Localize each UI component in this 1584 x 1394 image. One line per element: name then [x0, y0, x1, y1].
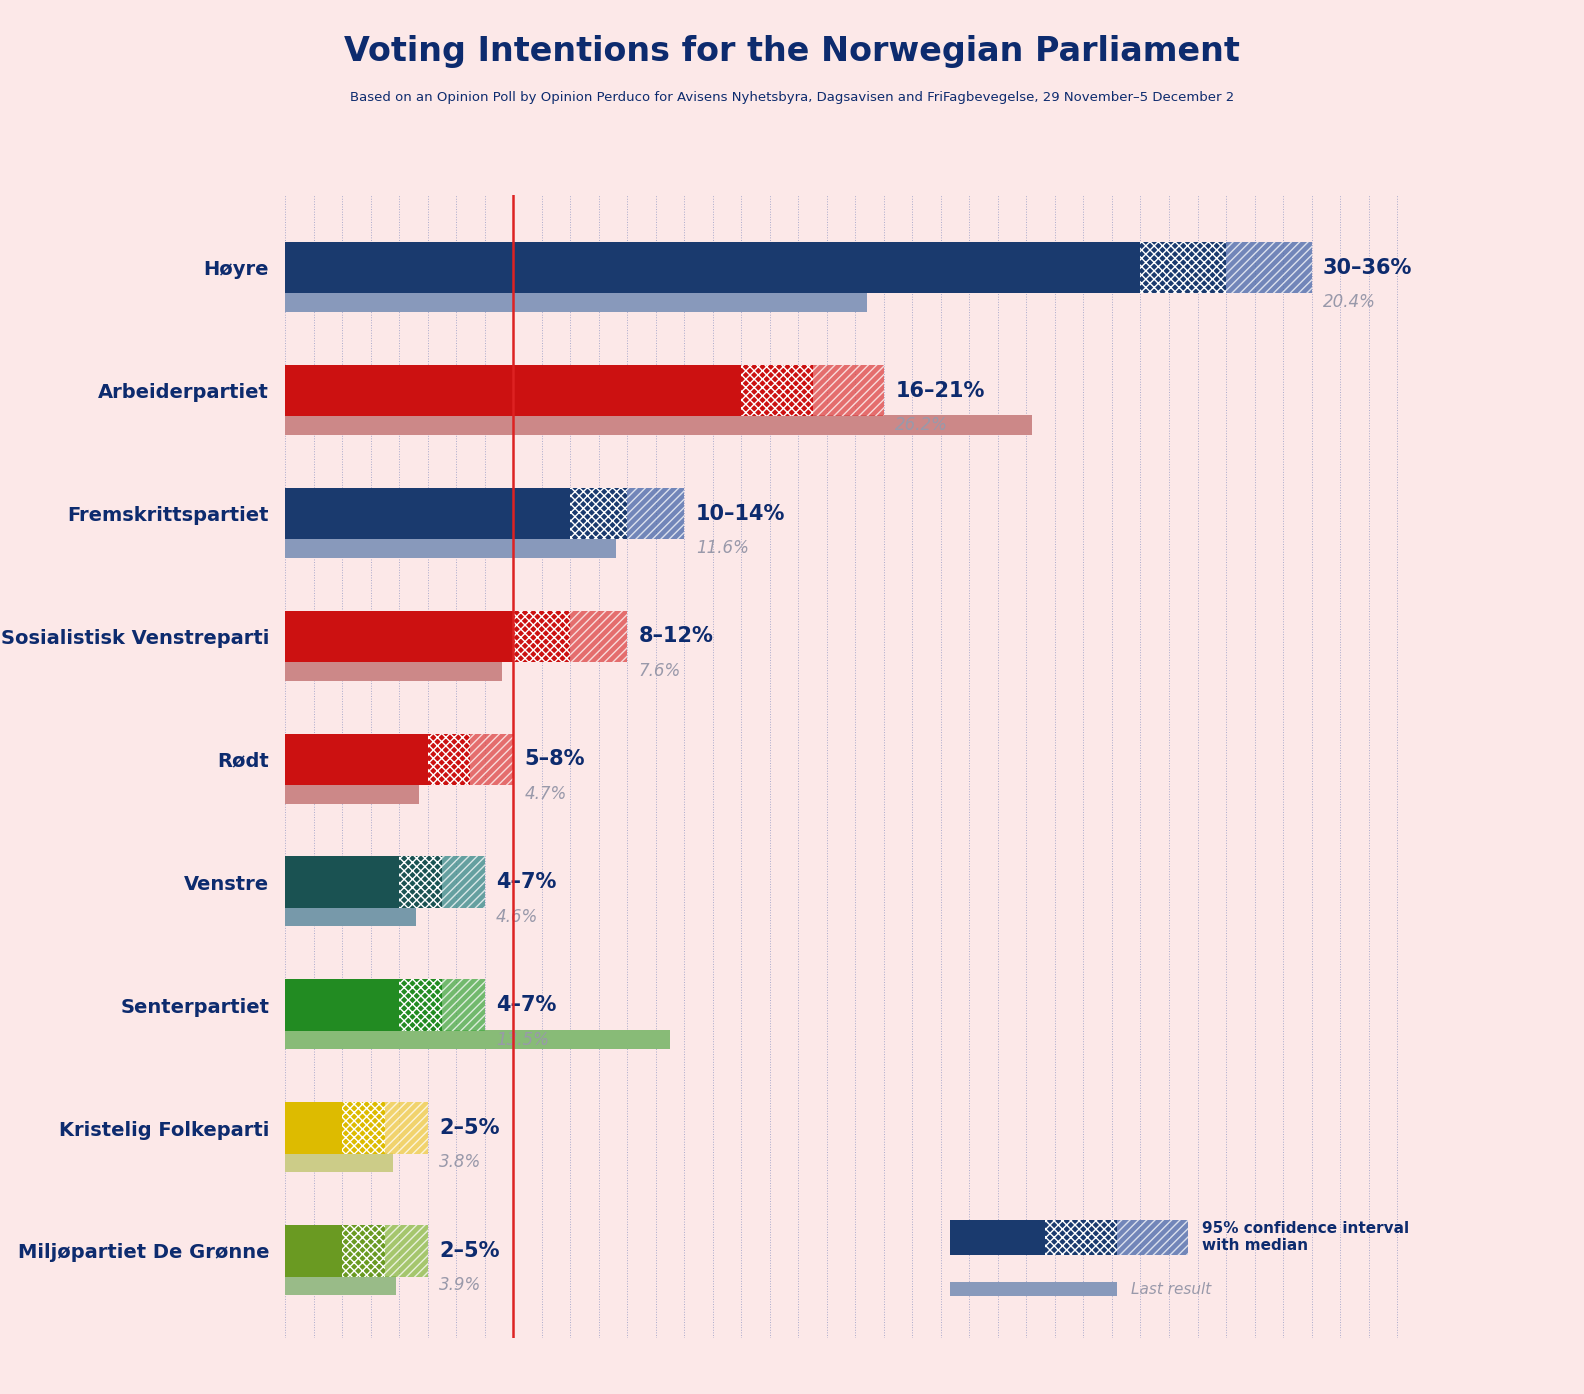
Bar [285, 538, 616, 558]
Text: 8–12%: 8–12% [638, 626, 713, 647]
Text: 20.4%: 20.4% [1323, 293, 1376, 311]
Text: 4.6%: 4.6% [496, 907, 539, 926]
Bar [285, 488, 570, 539]
Bar [1045, 1220, 1117, 1255]
Bar [285, 1030, 670, 1050]
Text: 13.5%: 13.5% [496, 1030, 550, 1048]
Text: 3.9%: 3.9% [439, 1277, 482, 1295]
Text: 4–7%: 4–7% [496, 873, 556, 892]
Bar [1226, 243, 1312, 294]
Bar [342, 1103, 385, 1154]
Bar [285, 783, 420, 803]
Text: 5–8%: 5–8% [524, 750, 584, 769]
Text: Based on an Opinion Poll by Opinion Perduco for Avisens Nyhetsbyra, Dagsavisen a: Based on an Opinion Poll by Opinion Perd… [350, 91, 1234, 103]
Bar [570, 488, 627, 539]
Text: 16–21%: 16–21% [895, 381, 985, 400]
Bar [741, 365, 813, 417]
Bar [285, 980, 399, 1032]
Bar [285, 1276, 396, 1295]
Bar [285, 733, 428, 785]
Bar [1140, 243, 1226, 294]
Bar [950, 1220, 1045, 1255]
Text: 2–5%: 2–5% [439, 1241, 499, 1262]
Bar [428, 733, 470, 785]
Text: 4–7%: 4–7% [496, 995, 556, 1015]
Bar [285, 907, 417, 927]
Bar [285, 243, 1140, 294]
Text: 3.8%: 3.8% [439, 1153, 482, 1171]
Bar [399, 980, 442, 1032]
Bar [285, 365, 741, 417]
Bar [1117, 1220, 1188, 1255]
Text: Voting Intentions for the Norwegian Parliament: Voting Intentions for the Norwegian Parl… [344, 35, 1240, 68]
Bar [627, 488, 684, 539]
Text: Last result: Last result [1131, 1282, 1212, 1296]
Text: 7.6%: 7.6% [638, 662, 681, 680]
Text: 30–36%: 30–36% [1323, 258, 1413, 277]
Text: 95% confidence interval
with median: 95% confidence interval with median [1202, 1221, 1410, 1253]
Bar [950, 1282, 1117, 1296]
Bar [385, 1103, 428, 1154]
Text: 11.6%: 11.6% [695, 539, 749, 558]
Bar [285, 1103, 342, 1154]
Bar [285, 1225, 342, 1277]
Text: 4.7%: 4.7% [524, 785, 567, 803]
Text: 26.2%: 26.2% [895, 415, 949, 434]
Bar [813, 365, 884, 417]
Bar [285, 415, 1033, 435]
Bar [285, 1153, 393, 1172]
Bar [285, 293, 866, 312]
Bar [285, 661, 502, 680]
Bar [470, 733, 513, 785]
Bar [285, 856, 399, 907]
Text: 2–5%: 2–5% [439, 1118, 499, 1138]
Text: 10–14%: 10–14% [695, 503, 786, 524]
Bar [342, 1225, 385, 1277]
Bar [399, 856, 442, 907]
Bar [385, 1225, 428, 1277]
Bar [513, 611, 570, 662]
Bar [285, 611, 513, 662]
Bar [570, 611, 627, 662]
Bar [442, 980, 485, 1032]
Bar [442, 856, 485, 907]
